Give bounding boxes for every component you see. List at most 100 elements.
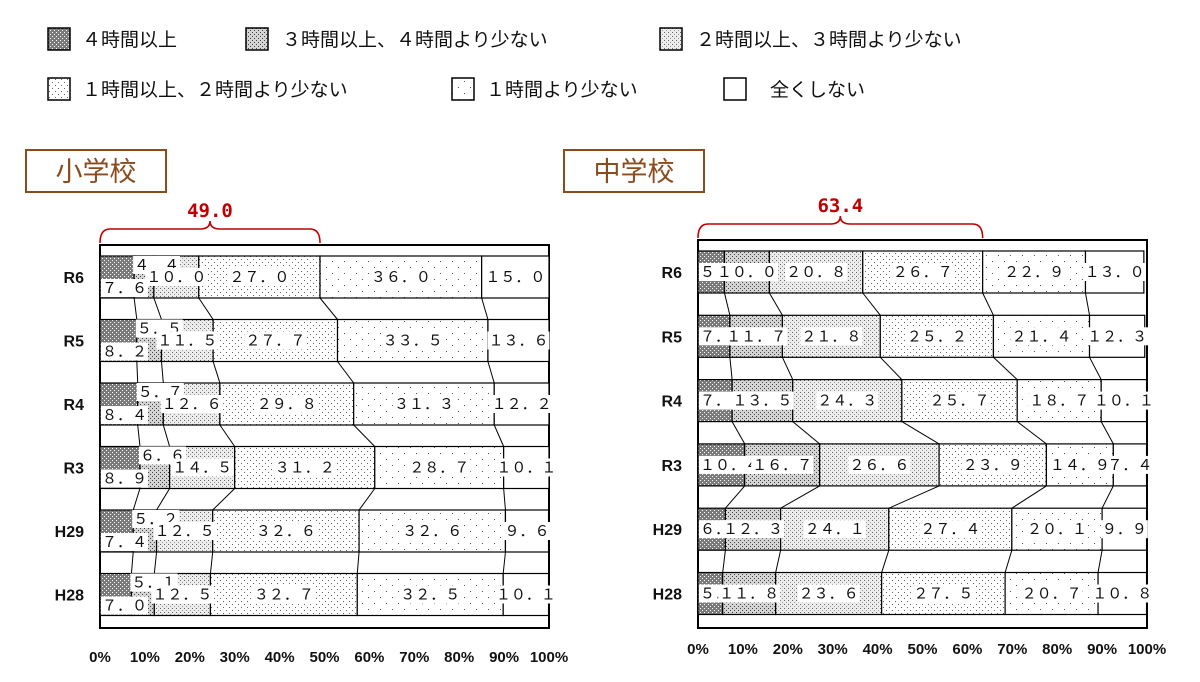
value-label-bg: [252, 585, 315, 604]
category-label: R5: [64, 334, 85, 351]
value-label-bg: [912, 584, 975, 603]
value-label: ８．２: [102, 343, 147, 361]
value-label: １６．７: [752, 456, 812, 474]
category-label: R3: [64, 461, 85, 478]
connector-line: [161, 361, 164, 384]
value-label: １０．１: [1094, 392, 1154, 410]
panel-title-text: 小学校: [56, 157, 137, 188]
value-label: ２６．７: [893, 263, 953, 281]
legend-swatch: [47, 77, 71, 101]
value-label-bg: [800, 327, 863, 346]
legend-swatch: [47, 27, 71, 51]
value-label-bg: [751, 455, 814, 474]
value-label-bg: [785, 263, 848, 281]
x-tick-label: 10%: [130, 649, 160, 666]
value-label: ２７．７: [245, 332, 305, 350]
x-tick-label: 70%: [399, 649, 429, 666]
value-label-bg: [1083, 263, 1146, 281]
connector-line: [132, 488, 141, 511]
connector-line: [502, 551, 506, 574]
legend: ４時間以上 ３時間以上、４時間より少ない ２時間以上、３時間より少ない １時間以…: [47, 27, 962, 101]
value-label: ２４．１: [805, 520, 865, 538]
value-label-bg: [721, 520, 785, 539]
value-label: ７．４: [102, 533, 147, 551]
legend-swatch: [245, 27, 269, 51]
connector-line: [1016, 421, 1047, 445]
value-label-bg: [718, 584, 781, 603]
connector-line: [881, 550, 890, 573]
value-label: ２４．３: [817, 392, 877, 410]
value-label: １０．１: [496, 586, 556, 604]
value-label-bg: [1020, 584, 1083, 603]
value-label: １１．７: [726, 327, 786, 345]
connector-line: [136, 361, 139, 384]
value-label-bg: [1025, 520, 1088, 539]
connector-line: [481, 297, 489, 320]
connector-line: [1101, 485, 1114, 509]
value-label-bg: [101, 469, 149, 488]
connector-line: [162, 424, 171, 447]
legend-swatch: [451, 77, 475, 101]
value-label: ３６．０: [371, 268, 431, 286]
legend-label: ３時間以上、４時間より少ない: [282, 29, 548, 51]
connector-line: [729, 357, 733, 380]
connector-line: [356, 551, 360, 574]
value-label-bg: [171, 458, 234, 477]
connector-line: [862, 292, 881, 316]
value-label-bg: [961, 455, 1024, 474]
connector-line: [775, 550, 782, 573]
value-label-bg: [699, 455, 762, 474]
value-label-bg: [101, 533, 149, 551]
value-label-bg: [392, 395, 455, 413]
value-label: １３．０: [1085, 263, 1145, 281]
connector-line: [792, 421, 820, 445]
connector-line: [768, 292, 783, 316]
category-label: H29: [653, 522, 682, 539]
x-tick-label: 40%: [265, 649, 295, 666]
connector-line: [1004, 550, 1013, 573]
connector-line: [1011, 485, 1047, 509]
value-label: ２６．６: [849, 456, 909, 474]
value-label: １２．２: [492, 395, 552, 413]
legend-label: １時間より少ない: [486, 79, 638, 101]
value-label: １３．５: [732, 392, 792, 410]
legend-item-none: 全くしない: [723, 77, 865, 101]
x-tick-label: 40%: [863, 641, 893, 658]
bracket-label: 49.0: [187, 200, 233, 222]
plot-frame: [99, 244, 550, 629]
x-tick-label: 100%: [530, 649, 568, 666]
legend-label: １時間以上、２時間より少ない: [82, 79, 348, 101]
value-label: ７．０: [102, 597, 147, 615]
connector-line: [901, 421, 940, 445]
connector-line: [725, 485, 746, 509]
x-tick-label: 60%: [952, 641, 982, 658]
category-label: R4: [64, 397, 85, 414]
connector-line: [337, 361, 355, 384]
x-tick-label: 90%: [489, 649, 519, 666]
value-label: ２８．７: [409, 459, 469, 477]
connector-line: [982, 292, 994, 316]
value-label: ９．６: [504, 522, 549, 540]
value-label-bg: [919, 520, 982, 539]
category-label: H28: [55, 588, 84, 605]
x-tick-label: 90%: [1087, 641, 1117, 658]
value-label: １２．５: [152, 586, 212, 604]
connector-line: [198, 297, 214, 320]
value-label-bg: [487, 331, 550, 350]
connector-line: [353, 424, 376, 447]
value-label-bg: [381, 331, 444, 350]
value-label-bg: [891, 263, 954, 281]
x-tick-label: 30%: [818, 641, 848, 658]
x-tick-label: 50%: [309, 649, 339, 666]
value-label: １０．４: [700, 456, 760, 474]
value-label: ２０．８: [786, 263, 846, 281]
value-label-bg: [731, 391, 794, 410]
connector-line: [731, 421, 746, 445]
value-label-bg: [399, 585, 462, 604]
value-label: １２．３: [1087, 327, 1147, 345]
legend-swatch: [659, 27, 683, 51]
value-label-bg: [369, 268, 432, 286]
value-label-bg: [797, 584, 860, 603]
